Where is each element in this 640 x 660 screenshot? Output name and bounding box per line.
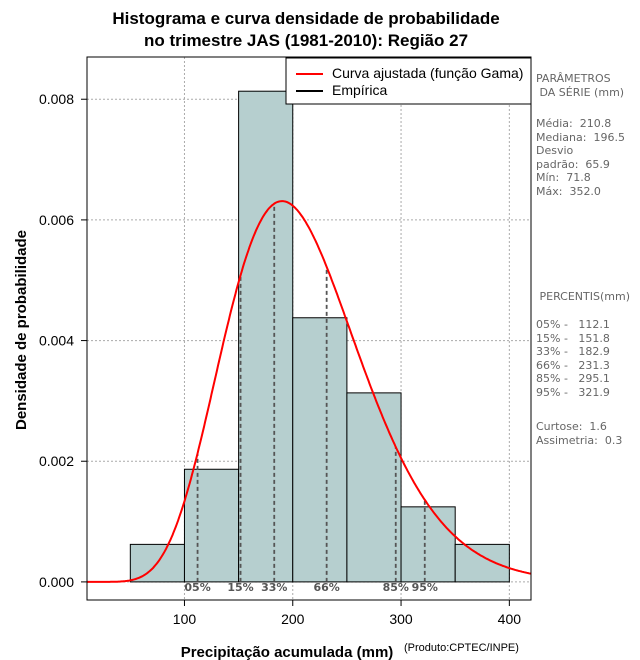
y-tick-label: 0.004 xyxy=(39,333,74,349)
histogram-bar xyxy=(183,468,240,583)
params-title: PARÂMETROS DA SÉRIE (mm) xyxy=(536,72,625,99)
percentile-label: 15% xyxy=(227,581,253,594)
histogram-bars xyxy=(129,90,510,583)
x-tick-label: 300 xyxy=(389,611,413,627)
y-tick-label: 0.006 xyxy=(39,212,74,228)
chart-title-line2: no trimestre JAS (1981-2010): Região 27 xyxy=(144,31,468,50)
chart-title-line1: Histograma e curva densidade de probabil… xyxy=(112,9,499,28)
histogram-bar xyxy=(454,543,510,583)
legend-box xyxy=(285,57,532,105)
x-tick-label: 100 xyxy=(173,611,197,627)
credit-text: (Produto:CPTEC/INPE) xyxy=(404,642,519,654)
params-body: Média: 210.8 Mediana: 196.5 Desvio padrã… xyxy=(536,117,625,198)
y-tick-label: 0.002 xyxy=(39,453,74,469)
legend: Curva ajustada (função Gama) Empírica xyxy=(285,57,532,105)
histogram-bar xyxy=(292,317,348,583)
histogram-bar xyxy=(400,506,456,583)
percentile-label: 66% xyxy=(313,581,339,594)
gamma-fit-curve xyxy=(87,200,532,583)
percentile-label: 95% xyxy=(412,581,438,594)
legend-label-fit: Curva ajustada (função Gama) xyxy=(332,65,523,81)
y-tick-label: 0.008 xyxy=(39,91,74,107)
legend-label-empirica: Empírica xyxy=(332,82,387,98)
histogram-bar xyxy=(346,392,402,583)
axes: 100 200 300 400 0.000 0.002 0.004 0.006 0.008 xyxy=(39,91,521,627)
percentile-label: 85% xyxy=(383,581,409,594)
y-tick-label: 0.000 xyxy=(39,574,74,590)
histogram-bar xyxy=(238,90,294,583)
percentile-label: 33% xyxy=(261,581,287,594)
percentile-label: 05% xyxy=(184,581,210,594)
percentis-body: 05% - 112.1 15% - 151.8 33% - 182.9 66% … xyxy=(536,318,610,399)
percentis-title: PERCENTIS(mm) xyxy=(536,290,630,303)
percentile-lines: 05% 15% 33% 66% 85% 95% xyxy=(184,203,438,594)
x-axis-label: Precipitação acumulada (mm) xyxy=(181,644,394,660)
x-tick-label: 200 xyxy=(281,611,305,627)
x-tick-label: 400 xyxy=(498,611,522,627)
stats-body: Curtose: 1.6 Assimetria: 0.3 xyxy=(536,420,623,447)
plot-frame xyxy=(86,56,532,601)
y-axis-label: Densidade de probabilidade xyxy=(13,230,30,430)
